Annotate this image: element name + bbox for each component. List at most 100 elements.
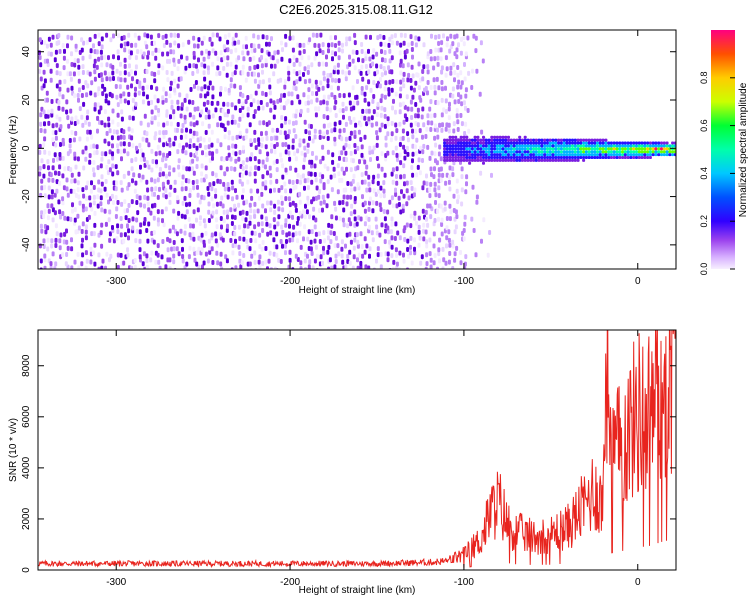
spectrogram-cell xyxy=(200,177,204,183)
spectrogram-cell xyxy=(401,77,405,83)
spectrogram-cell xyxy=(188,187,192,193)
spectrogram-cell xyxy=(433,135,437,141)
spectrogram-cell xyxy=(315,185,319,191)
spectrogram-cell xyxy=(452,121,456,127)
spectrogram-cell xyxy=(455,214,459,220)
spectrogram-cell xyxy=(165,173,168,179)
spectrogram-cell xyxy=(498,141,502,145)
spectrogram-cell xyxy=(96,194,100,200)
spectrogram-cell xyxy=(484,147,488,151)
spectrogram-cell xyxy=(429,181,433,187)
spectrogram-cell xyxy=(356,165,360,171)
spectrogram-cell xyxy=(172,208,176,214)
spectrogram-cell xyxy=(194,63,198,69)
spectrogram-cell xyxy=(346,253,350,259)
spectrogram-cell xyxy=(347,92,351,98)
spectrogram-cell xyxy=(185,202,188,208)
spectrogram-cell xyxy=(283,181,287,187)
spectrogram-cell xyxy=(640,153,644,157)
spectrogram-cell xyxy=(540,150,544,154)
spectrogram-cell xyxy=(55,63,59,69)
spectrogram-cell xyxy=(346,181,350,186)
spectrogram-cell xyxy=(58,245,62,251)
spectrogram-cell xyxy=(70,116,74,122)
spectrogram-cell xyxy=(388,48,392,54)
spectrogram-cell xyxy=(76,251,80,257)
spectrogram-cell xyxy=(42,83,46,89)
spectrogram-cell xyxy=(245,239,249,244)
spectrogram-cell xyxy=(422,222,426,228)
spectrogram-cell xyxy=(579,144,583,148)
spectrogram-cell xyxy=(334,35,337,41)
spectrogram-cell xyxy=(336,69,340,75)
spectrogram-cell xyxy=(615,150,619,154)
spectrogram-cell xyxy=(170,246,174,252)
spectrogram-cell xyxy=(169,114,172,120)
spectrogram-cell xyxy=(168,171,171,177)
spectrogram-cell xyxy=(615,144,619,148)
spectrogram-cell xyxy=(280,115,284,121)
spectrogram-cell xyxy=(582,150,586,154)
spectrogram-cell xyxy=(82,40,86,46)
spectrogram-cell xyxy=(327,266,331,269)
spectrogram-cell xyxy=(58,116,62,122)
spectrogram-cell xyxy=(449,65,453,71)
spectrogram-cell xyxy=(76,93,80,98)
spectrogram-cell xyxy=(398,235,402,241)
spectrogram-cell xyxy=(306,94,310,100)
spectrogram-cell xyxy=(459,156,463,159)
spectrogram-cell xyxy=(218,232,222,238)
spectrogram-cell xyxy=(74,43,78,49)
spectrogram-cell xyxy=(214,238,218,244)
spectrogram-cell xyxy=(426,203,430,209)
spectrogram-cell xyxy=(103,86,107,92)
spectrogram-cell xyxy=(302,42,306,48)
spectrogram-cell xyxy=(89,188,93,194)
spectrogram-cell xyxy=(391,203,395,209)
spectrogram-cell xyxy=(437,185,441,191)
spectrogram-cell xyxy=(403,104,407,110)
spectrogram-cell xyxy=(341,259,345,265)
spectrogram-cell xyxy=(504,156,508,159)
spectrogram-cell xyxy=(69,76,73,82)
spectrogram-cell xyxy=(291,214,294,220)
spectrogram-cell xyxy=(157,70,161,76)
spectrogram-cell xyxy=(447,115,451,121)
spectrogram-cell xyxy=(176,66,180,72)
spectrogram-cell xyxy=(81,237,84,243)
spectrogram-cell xyxy=(371,149,375,155)
spectrogram-cell xyxy=(47,185,51,191)
spectrogram-cell xyxy=(349,130,353,136)
spectrogram-cell xyxy=(145,44,149,50)
spectrogram-cell xyxy=(108,209,112,215)
spectrogram-cell xyxy=(237,55,241,61)
spectrogram-cell xyxy=(270,36,273,42)
spectrogram-cell xyxy=(534,141,538,145)
spectrogram-cell xyxy=(637,141,641,145)
spectrogram-cell xyxy=(130,199,134,205)
spectrogram-cell xyxy=(421,69,425,74)
spectrogram-cell xyxy=(559,158,563,162)
spectrogram-cell xyxy=(147,221,151,227)
spectrogram-cell xyxy=(457,158,460,162)
spectrogram-cell xyxy=(504,144,508,148)
spectrogram-cell xyxy=(360,244,364,249)
spectrogram-cell xyxy=(128,115,132,121)
spectrogram-cell xyxy=(134,55,138,61)
spectrogram-cell xyxy=(161,157,165,163)
spectrogram-cell xyxy=(89,246,93,252)
spectrogram-cell xyxy=(184,65,188,71)
spectrogram-cell xyxy=(172,246,176,252)
spectrogram-cell xyxy=(143,266,147,269)
spectrogram-cell xyxy=(73,57,77,63)
spectrogram-cell xyxy=(473,135,477,139)
spectrogram-cell xyxy=(192,236,196,242)
spectrogram-cell xyxy=(233,203,237,209)
spectrogram-cell xyxy=(42,214,46,219)
spectrogram-cell xyxy=(84,206,88,212)
spectrogram-cell xyxy=(394,247,398,253)
spectrogram-cell xyxy=(181,42,185,48)
spectrogram-cell xyxy=(490,172,493,178)
spectrogram-cell xyxy=(55,114,59,120)
spectrogram-cell xyxy=(65,186,69,192)
